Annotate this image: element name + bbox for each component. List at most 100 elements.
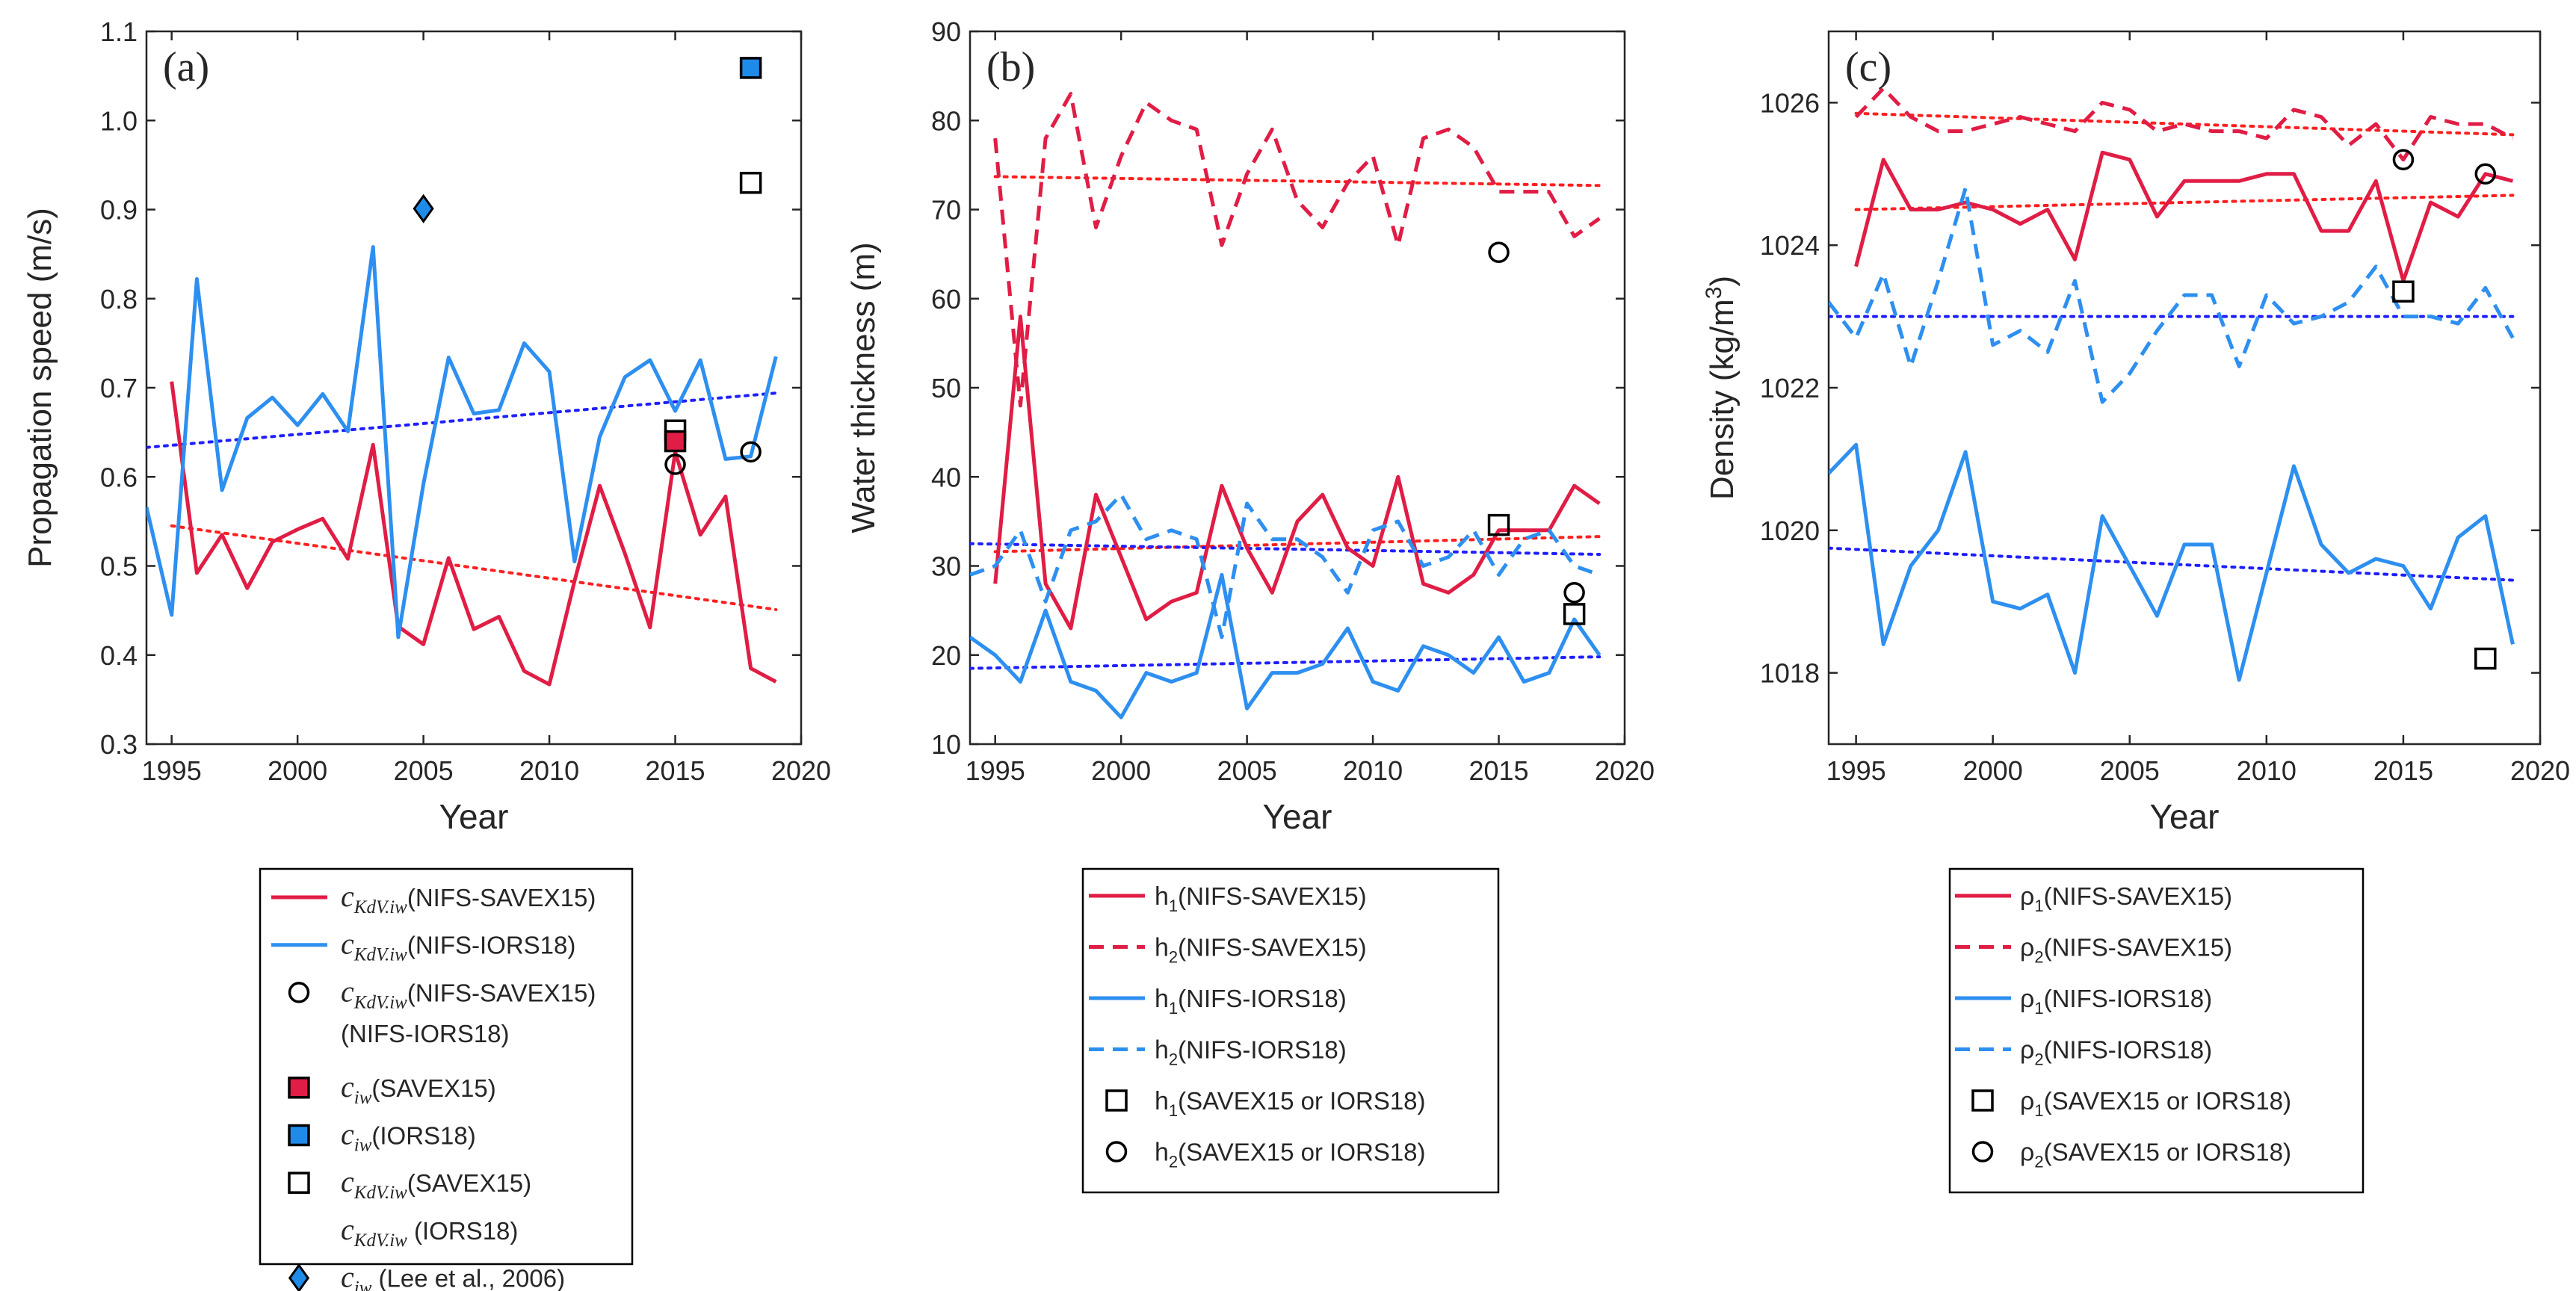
legend-text: (IORS18) <box>371 1122 475 1150</box>
x-tick-label: 2020 <box>1595 755 1655 786</box>
legend-symbol: c <box>341 1260 354 1291</box>
y-tick-label: 0.4 <box>100 640 138 671</box>
legend-text: (NIFS-SAVEX15) <box>407 979 596 1006</box>
y-tick-label: 40 <box>931 462 961 492</box>
legend-box <box>1081 867 1500 1194</box>
y-axis-label: Propagation speed (m/s) <box>22 208 58 568</box>
legend-subscript: 2 <box>2034 1050 2043 1069</box>
trend-line <box>1829 546 2515 582</box>
series-line <box>1854 86 2514 162</box>
data-marker <box>1563 603 1586 625</box>
y-tick-label: 1024 <box>1760 230 1820 261</box>
legend-symbol: h <box>1155 1139 1169 1167</box>
y-axis-label-text: Density (kg/m <box>1704 299 1741 500</box>
legend: ρ1(NIFS-SAVEX15)ρ2(NIFS-SAVEX15)ρ1(NIFS-… <box>1948 867 2365 1194</box>
legend-text: (NIFS-SAVEX15) <box>2044 934 2232 962</box>
legend-symbol: ρ <box>2020 1036 2034 1065</box>
y-axis-label: Water thickness (m) <box>845 242 882 533</box>
y-tick-label: 1026 <box>1760 87 1820 118</box>
data-marker <box>1563 582 1585 604</box>
x-tick-label: 2000 <box>268 755 327 786</box>
legend-symbol: h <box>1155 882 1169 911</box>
legend-text: (NIFS-SAVEX15) <box>1178 934 1366 962</box>
y-tick-label: 1018 <box>1760 658 1820 689</box>
legend-symbol: c <box>341 1118 354 1151</box>
legend-box <box>1948 867 2365 1194</box>
trend-line <box>170 524 778 611</box>
trend-line <box>1854 111 2515 137</box>
series-line <box>1829 186 2515 404</box>
x-tick-label: 1995 <box>1826 755 1886 786</box>
y-axis-label: Density (kg/m3) <box>1702 276 1741 500</box>
y-tick-label: 1.0 <box>100 105 138 136</box>
data-marker <box>1488 241 1510 263</box>
trend-line <box>993 175 1601 188</box>
legend-entry: h1(NIFS-IORS18) <box>1155 985 1347 1018</box>
x-tick-label: 1995 <box>142 755 202 786</box>
legend-subscript: iw <box>354 1278 372 1291</box>
trend-line <box>970 655 1601 670</box>
legend-subscript: 2 <box>2034 948 2043 967</box>
legend-text: (NIFS-IORS18) <box>407 932 576 959</box>
y-tick-label: 0.6 <box>100 462 138 492</box>
legend-symbol: c <box>341 1213 354 1246</box>
x-tick-label: 2010 <box>519 755 579 786</box>
legend-text: (IORS18) <box>407 1217 519 1245</box>
x-tick-label: 2000 <box>1091 755 1151 786</box>
legend-symbol: ρ <box>2020 1139 2034 1167</box>
y-tick-label: 20 <box>931 640 961 671</box>
y-tick-label: 80 <box>931 105 961 136</box>
legend-symbol: ρ <box>2020 985 2034 1013</box>
y-tick-label: 0.9 <box>100 195 138 226</box>
series-line <box>993 92 1601 408</box>
legend-entry: h2(NIFS-IORS18) <box>1155 1036 1347 1069</box>
legend-entry: ciw(SAVEX15) <box>341 1070 496 1108</box>
x-tick-label: 2010 <box>1343 755 1403 786</box>
legend-subscript: 1 <box>1169 1101 1178 1120</box>
series-line <box>146 245 778 640</box>
data-marker <box>739 171 762 194</box>
legend-entry: h2(NIFS-SAVEX15) <box>1155 934 1367 967</box>
trend-line <box>993 535 1601 554</box>
legend-subscript: 1 <box>1169 999 1178 1018</box>
legend-swatch <box>288 1171 310 1194</box>
legend-text: (SAVEX15) <box>407 1169 531 1197</box>
y-tick-label: 1.1 <box>100 16 138 47</box>
legend-symbol: h <box>1155 1087 1169 1115</box>
x-axis-label: Year <box>1263 797 1332 836</box>
data-marker <box>664 430 687 453</box>
legend-subscript: KdV.iw <box>353 992 407 1012</box>
legend-text: (SAVEX15 or IORS18) <box>2044 1087 2291 1115</box>
trend-line <box>970 542 1601 556</box>
x-tick-label: 2005 <box>394 755 454 786</box>
x-tick-label: 1995 <box>966 755 1025 786</box>
legend-text: (NIFS-IORS18) <box>341 1020 510 1047</box>
series-line <box>993 315 1601 631</box>
legend-symbol: c <box>341 1165 354 1198</box>
x-tick-label: 2015 <box>645 755 705 786</box>
data-marker <box>2392 149 2415 170</box>
trend-line <box>146 391 778 449</box>
legend-text: (NIFS-IORS18) <box>2044 1036 2213 1064</box>
x-tick-label: 2005 <box>2100 755 2160 786</box>
x-tick-label: 2010 <box>2237 755 2297 786</box>
y-tick-label: 0.5 <box>100 551 138 582</box>
legend: h1(NIFS-SAVEX15)h2(NIFS-SAVEX15)h1(NIFS-… <box>1081 867 1500 1194</box>
series-line <box>1829 442 2515 682</box>
legend-subscript: 1 <box>2034 897 2043 915</box>
x-tick-label: 2015 <box>2373 755 2433 786</box>
chart-panel-3: 1995 2000 2005 2010 2015 2020 1018 1020 1022 1024… <box>1702 30 2570 1194</box>
legend-box <box>259 867 634 1266</box>
x-tick-label: 2005 <box>1217 755 1277 786</box>
y-tick-label: 0.8 <box>100 284 138 315</box>
x-tick-label: 2000 <box>1963 755 2023 786</box>
legend-swatch <box>1971 1089 1994 1112</box>
plot-area <box>1827 30 2542 746</box>
y-tick-label: 50 <box>931 373 961 403</box>
legend-entry: cKdV.iw(NIFS-IORS18) <box>341 927 575 965</box>
legend-symbol: c <box>341 1070 354 1103</box>
series-line <box>970 492 1601 640</box>
y-tick-label: 60 <box>931 284 961 315</box>
data-marker <box>664 453 686 475</box>
